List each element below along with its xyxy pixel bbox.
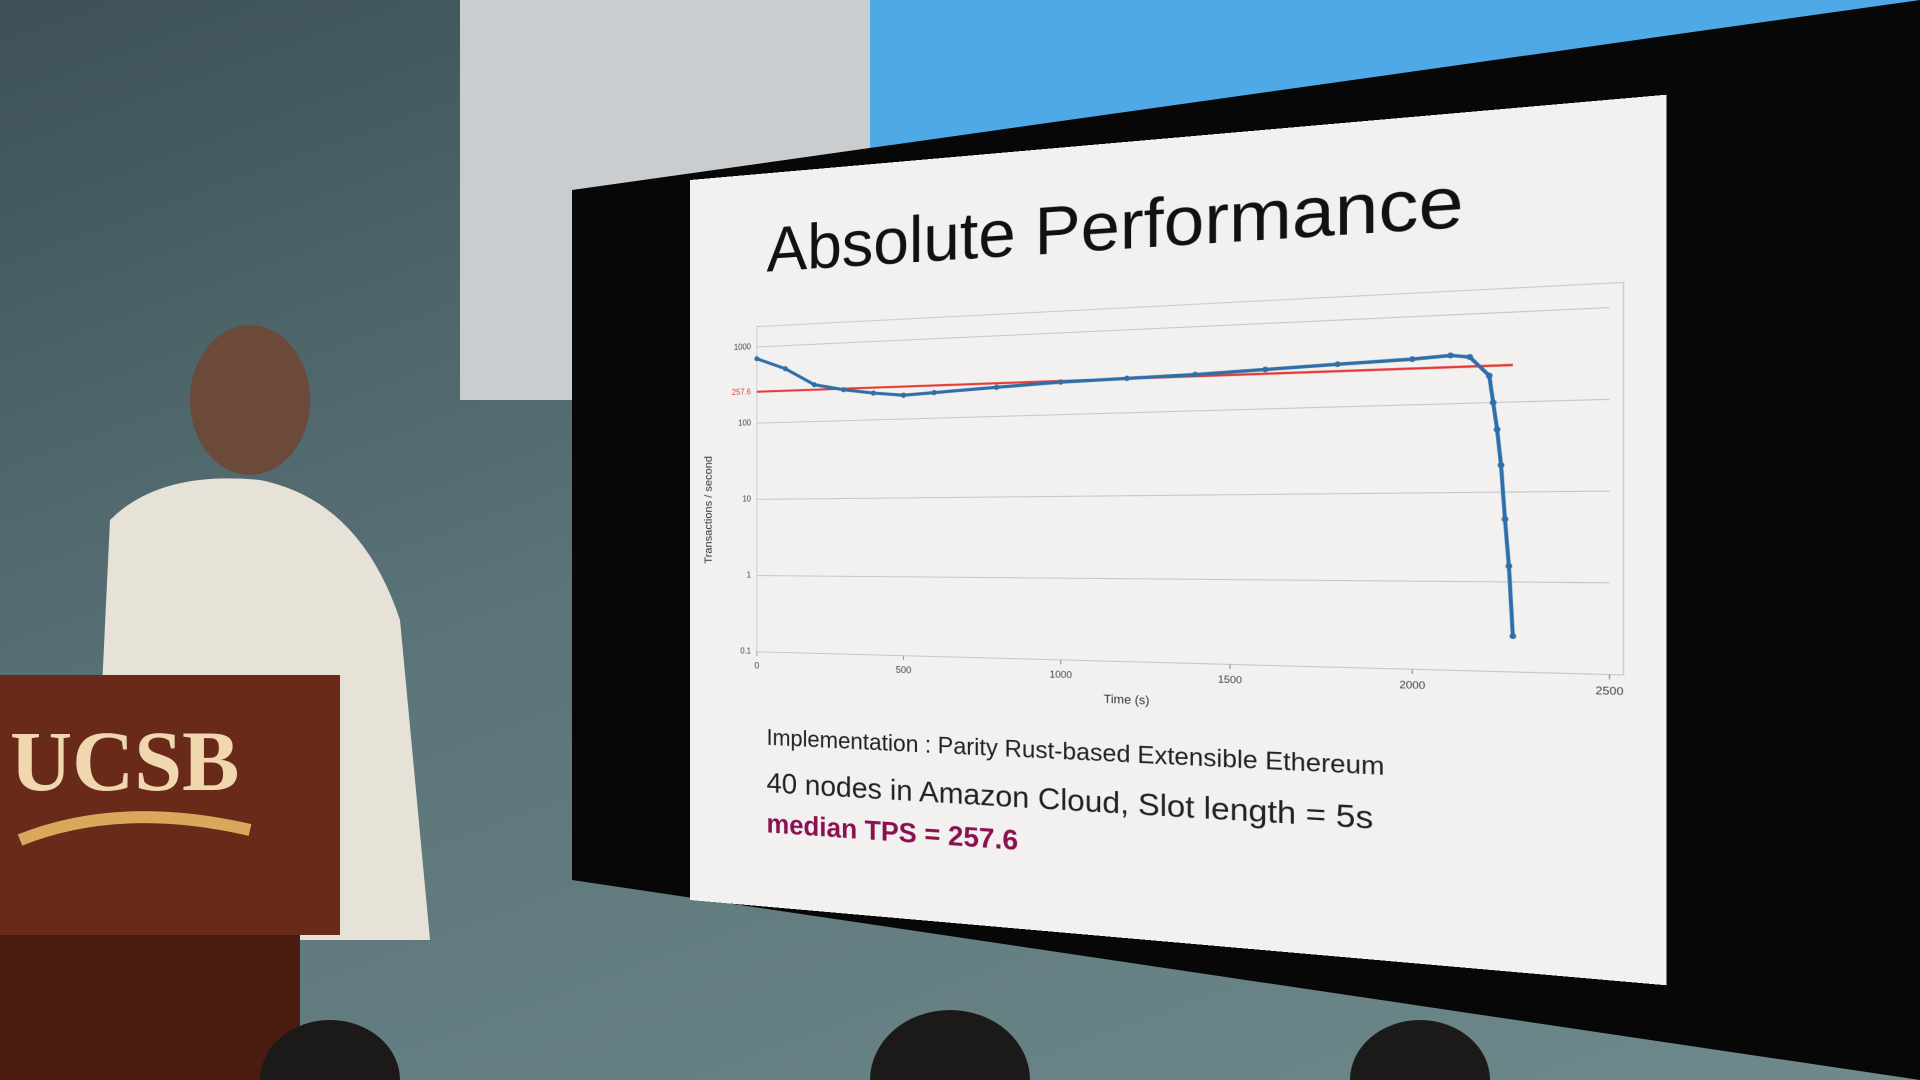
- point: [1262, 366, 1268, 372]
- speaker-head: [190, 325, 310, 475]
- point: [871, 390, 876, 395]
- slide: Absolute Performance Transactions / seco…: [690, 95, 1666, 986]
- x-tick-label: 500: [896, 664, 912, 675]
- x-axis-title: Time (s): [1104, 693, 1150, 708]
- point: [931, 390, 936, 395]
- y-tick-label: 10: [742, 494, 751, 503]
- note: median TPS = 257.6: [767, 809, 1019, 856]
- podium-base: [0, 935, 300, 1080]
- point: [901, 393, 906, 398]
- audience-head: [1350, 1020, 1490, 1080]
- point: [994, 385, 999, 391]
- series-line: [757, 326, 1513, 636]
- grid-line: [757, 491, 1610, 499]
- point: [1334, 361, 1340, 367]
- x-tick-label: 2000: [1399, 678, 1425, 691]
- x-tick-label: 0: [754, 660, 759, 671]
- y-tick-label: 1000: [734, 342, 752, 352]
- median-label: 257.6: [732, 387, 751, 397]
- point: [1509, 633, 1516, 639]
- point: [1506, 563, 1513, 569]
- point: [1502, 516, 1509, 522]
- y-tick-label: 100: [738, 418, 752, 428]
- grid-line: [757, 576, 1610, 583]
- point: [1447, 352, 1454, 358]
- x-tick-label: 1500: [1218, 673, 1242, 685]
- y-axis-title: Transactions / second: [703, 456, 715, 564]
- x-tick-label: 1000: [1050, 668, 1072, 680]
- point: [1124, 376, 1130, 382]
- grid-line: [757, 308, 1610, 347]
- chart-title: Absolute Performance: [767, 160, 1464, 285]
- chart: Absolute Performance Transactions / seco…: [690, 95, 1666, 986]
- podium-label: UCSB: [10, 713, 239, 809]
- point: [1409, 356, 1415, 362]
- x-tick-label: 2500: [1595, 684, 1623, 697]
- grid-line: [757, 652, 1610, 675]
- y-tick-label: 1: [747, 570, 751, 579]
- grid-line: [757, 399, 1610, 423]
- audience-head: [870, 1010, 1030, 1080]
- y-tick-label: 0.1: [740, 646, 751, 656]
- point: [1498, 462, 1505, 468]
